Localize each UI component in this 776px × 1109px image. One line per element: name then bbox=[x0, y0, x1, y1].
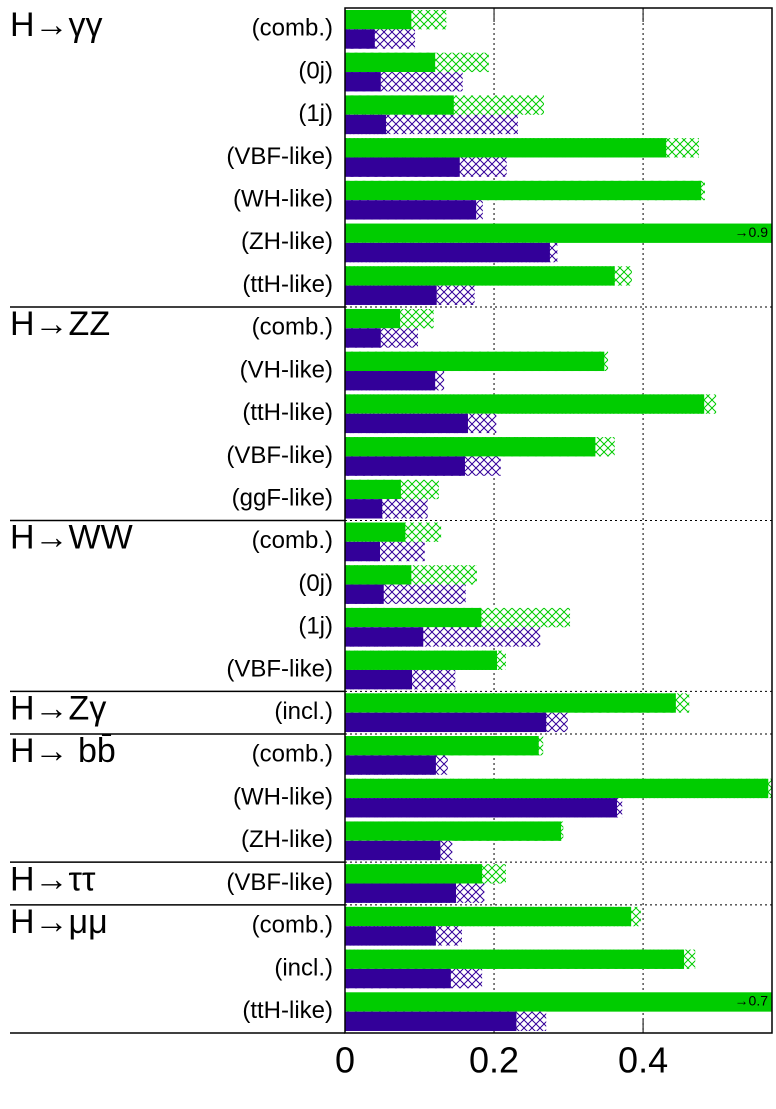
value-label: →0.9 bbox=[735, 224, 769, 240]
bar bbox=[345, 736, 539, 756]
group-label: H→ bb̄ bbox=[10, 732, 116, 770]
group-label: H→ττ bbox=[10, 860, 96, 898]
category-label: (1j) bbox=[298, 613, 333, 640]
group-label: H→μμ bbox=[10, 903, 108, 941]
bar bbox=[345, 627, 424, 647]
category-label: (0j) bbox=[298, 570, 333, 597]
category-label: (ZH-like) bbox=[241, 228, 333, 255]
bar bbox=[345, 499, 383, 519]
category-label: (ttH-like) bbox=[242, 997, 333, 1024]
bar bbox=[345, 29, 375, 49]
bar bbox=[345, 650, 498, 670]
bar bbox=[345, 949, 685, 969]
category-label: (comb.) bbox=[252, 741, 333, 768]
bar bbox=[345, 840, 441, 861]
bar bbox=[345, 906, 632, 927]
bar bbox=[345, 864, 483, 884]
bar bbox=[345, 456, 465, 476]
bar bbox=[345, 669, 413, 690]
category-label: (0j) bbox=[298, 57, 333, 84]
group-label: H→WW bbox=[10, 519, 133, 557]
category-label: (VBF-like) bbox=[226, 143, 333, 170]
bar bbox=[345, 10, 412, 30]
x-tick-label: 0.4 bbox=[618, 1040, 668, 1081]
bar bbox=[345, 394, 705, 414]
bar bbox=[345, 308, 401, 329]
bar bbox=[345, 778, 769, 799]
bar bbox=[345, 223, 772, 243]
bar bbox=[345, 157, 460, 177]
group-label: H→ZZ bbox=[10, 305, 110, 343]
category-label: (comb.) bbox=[252, 912, 333, 939]
bar bbox=[345, 1011, 517, 1031]
bar bbox=[345, 371, 436, 391]
plot-frame bbox=[344, 7, 773, 1034]
bar bbox=[345, 285, 437, 305]
bar bbox=[345, 607, 482, 628]
bar bbox=[345, 693, 676, 713]
value-label: →0.7 bbox=[735, 993, 769, 1009]
category-label: (WH-like) bbox=[233, 186, 333, 213]
category-label: (comb.) bbox=[252, 314, 333, 341]
bar bbox=[345, 180, 702, 201]
bar bbox=[345, 114, 386, 135]
category-label: (incl.) bbox=[274, 954, 333, 981]
bar bbox=[345, 138, 667, 158]
bar bbox=[345, 200, 477, 220]
bar bbox=[345, 95, 454, 115]
bar bbox=[345, 755, 436, 775]
category-label: (VH-like) bbox=[240, 356, 333, 383]
x-tick-label: 0.2 bbox=[469, 1040, 519, 1081]
category-label: (VBF-like) bbox=[226, 655, 333, 682]
bar bbox=[345, 413, 468, 434]
bar bbox=[345, 351, 605, 372]
bar bbox=[345, 584, 384, 604]
category-label: (WH-like) bbox=[233, 783, 333, 810]
bar bbox=[345, 541, 381, 562]
bar bbox=[345, 242, 550, 263]
group-label: H→γγ bbox=[10, 6, 103, 44]
category-label: (comb.) bbox=[252, 15, 333, 42]
category-label: (VBF-like) bbox=[226, 869, 333, 896]
bar bbox=[345, 565, 412, 585]
bar bbox=[345, 437, 596, 457]
bar bbox=[345, 926, 436, 946]
bar bbox=[345, 821, 562, 841]
category-label: (ggF-like) bbox=[232, 484, 333, 511]
bar bbox=[345, 798, 617, 818]
bar bbox=[345, 883, 457, 903]
category-label: (ttH-like) bbox=[242, 271, 333, 298]
category-label: (VBF-like) bbox=[226, 442, 333, 469]
bar bbox=[345, 328, 381, 348]
category-label: (1j) bbox=[298, 100, 333, 127]
bar bbox=[345, 479, 401, 500]
category-label: (incl.) bbox=[274, 698, 333, 725]
group-label: H→Zγ bbox=[10, 690, 106, 728]
bar bbox=[345, 72, 381, 92]
category-label: (ttH-like) bbox=[242, 399, 333, 426]
bar bbox=[345, 52, 436, 73]
bar bbox=[345, 968, 451, 989]
x-tick-label: 0 bbox=[335, 1040, 355, 1081]
category-label: (ZH-like) bbox=[241, 826, 333, 853]
bar bbox=[345, 522, 406, 542]
bar bbox=[345, 712, 547, 733]
bar bbox=[345, 992, 772, 1012]
plot-area bbox=[345, 10, 772, 1031]
bar bbox=[345, 266, 615, 286]
total-bar bbox=[345, 114, 518, 135]
category-label: (comb.) bbox=[252, 527, 333, 554]
